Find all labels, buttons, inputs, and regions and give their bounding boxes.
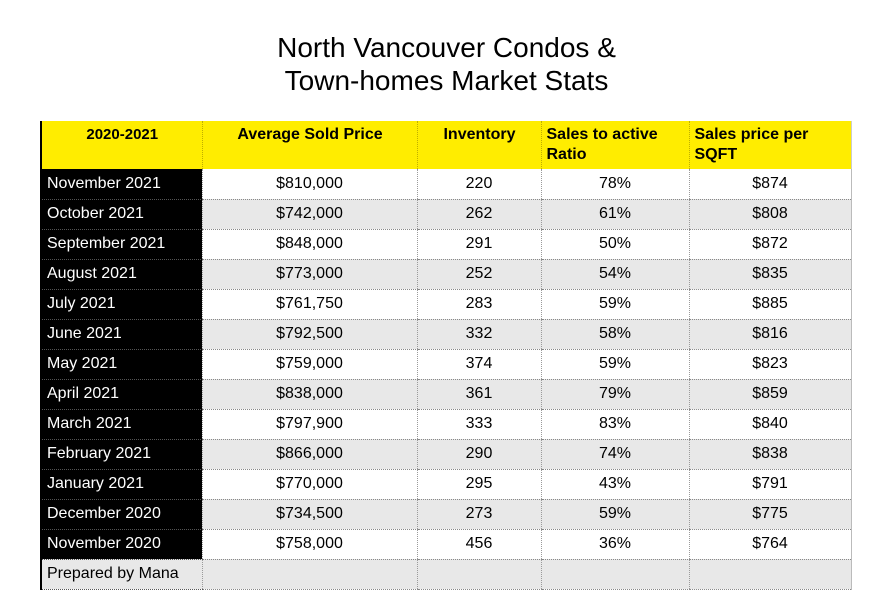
- page-title-line-2: Town-homes Market Stats: [284, 65, 609, 96]
- cell-month: November 2020: [40, 529, 202, 560]
- cell-month: July 2021: [40, 289, 202, 320]
- cell-sales-to-active-ratio: 83%: [540, 409, 689, 440]
- cell-sales-to-active-ratio: 59%: [540, 289, 689, 320]
- header-inventory: Inventory: [416, 121, 541, 169]
- cell-average-sold-price: $742,000: [201, 199, 417, 230]
- cell-month: February 2021: [40, 439, 202, 470]
- cell-inventory: 220: [416, 169, 541, 200]
- table-row: March 2021 $797,900 333 83% $840: [40, 409, 852, 440]
- cell-inventory: 252: [416, 259, 541, 290]
- empty-cell: [201, 559, 417, 590]
- cell-price-per-sqft: $775: [688, 499, 852, 530]
- cell-price-per-sqft: $835: [688, 259, 852, 290]
- table-row: January 2021 $770,000 295 43% $791: [40, 469, 852, 500]
- cell-month: March 2021: [40, 409, 202, 440]
- cell-average-sold-price: $759,000: [201, 349, 417, 380]
- cell-price-per-sqft: $764: [688, 529, 852, 560]
- cell-month: November 2021: [40, 169, 202, 200]
- cell-inventory: 332: [416, 319, 541, 350]
- cell-average-sold-price: $810,000: [201, 169, 417, 200]
- cell-month: April 2021: [40, 379, 202, 410]
- table-row: June 2021 $792,500 332 58% $816: [40, 319, 852, 350]
- cell-price-per-sqft: $885: [688, 289, 852, 320]
- cell-sales-to-active-ratio: 78%: [540, 169, 689, 200]
- prepared-by-label: Prepared by Mana: [40, 559, 202, 590]
- cell-inventory: 456: [416, 529, 541, 560]
- header-sales-price-per-sqft: Sales price per SQFT: [688, 121, 852, 169]
- cell-price-per-sqft: $791: [688, 469, 852, 500]
- table-row: September 2021 $848,000 291 50% $872: [40, 229, 852, 260]
- cell-inventory: 333: [416, 409, 541, 440]
- header-period: 2020-2021: [40, 121, 202, 169]
- cell-sales-to-active-ratio: 36%: [540, 529, 689, 560]
- cell-month: August 2021: [40, 259, 202, 290]
- cell-month: May 2021: [40, 349, 202, 380]
- header-average-sold-price: Average Sold Price: [201, 121, 417, 169]
- cell-average-sold-price: $758,000: [201, 529, 417, 560]
- table-row: October 2021 $742,000 262 61% $808: [40, 199, 852, 230]
- cell-inventory: 283: [416, 289, 541, 320]
- cell-month: October 2021: [40, 199, 202, 230]
- table-footer-row: Prepared by Mana: [40, 559, 852, 590]
- cell-month: December 2020: [40, 499, 202, 530]
- cell-inventory: 374: [416, 349, 541, 380]
- cell-price-per-sqft: $823: [688, 349, 852, 380]
- cell-price-per-sqft: $840: [688, 409, 852, 440]
- cell-average-sold-price: $797,900: [201, 409, 417, 440]
- cell-month: January 2021: [40, 469, 202, 500]
- cell-inventory: 361: [416, 379, 541, 410]
- table-row: November 2021 $810,000 220 78% $874: [40, 169, 852, 200]
- page-title-line-1: North Vancouver Condos &: [277, 32, 616, 63]
- cell-average-sold-price: $773,000: [201, 259, 417, 290]
- cell-price-per-sqft: $872: [688, 229, 852, 260]
- table-header-row: 2020-2021 Average Sold Price Inventory S…: [40, 121, 852, 169]
- cell-inventory: 273: [416, 499, 541, 530]
- cell-inventory: 290: [416, 439, 541, 470]
- cell-average-sold-price: $761,750: [201, 289, 417, 320]
- table-row: August 2021 $773,000 252 54% $835: [40, 259, 852, 290]
- cell-sales-to-active-ratio: 59%: [540, 499, 689, 530]
- cell-sales-to-active-ratio: 61%: [540, 199, 689, 230]
- table-row: July 2021 $761,750 283 59% $885: [40, 289, 852, 320]
- cell-price-per-sqft: $816: [688, 319, 852, 350]
- cell-inventory: 291: [416, 229, 541, 260]
- cell-average-sold-price: $792,500: [201, 319, 417, 350]
- market-stats-table: 2020-2021 Average Sold Price Inventory S…: [40, 121, 852, 590]
- cell-average-sold-price: $838,000: [201, 379, 417, 410]
- cell-price-per-sqft: $838: [688, 439, 852, 470]
- cell-sales-to-active-ratio: 79%: [540, 379, 689, 410]
- cell-sales-to-active-ratio: 50%: [540, 229, 689, 260]
- cell-sales-to-active-ratio: 59%: [540, 349, 689, 380]
- empty-cell: [416, 559, 541, 590]
- cell-average-sold-price: $734,500: [201, 499, 417, 530]
- empty-cell: [540, 559, 689, 590]
- header-sales-to-active-ratio: Sales to active Ratio: [540, 121, 689, 169]
- cell-price-per-sqft: $859: [688, 379, 852, 410]
- cell-sales-to-active-ratio: 58%: [540, 319, 689, 350]
- cell-month: June 2021: [40, 319, 202, 350]
- table-row: April 2021 $838,000 361 79% $859: [40, 379, 852, 410]
- cell-average-sold-price: $848,000: [201, 229, 417, 260]
- cell-sales-to-active-ratio: 43%: [540, 469, 689, 500]
- table-row: December 2020 $734,500 273 59% $775: [40, 499, 852, 530]
- table-row: May 2021 $759,000 374 59% $823: [40, 349, 852, 380]
- empty-cell: [688, 559, 852, 590]
- cell-inventory: 295: [416, 469, 541, 500]
- cell-sales-to-active-ratio: 54%: [540, 259, 689, 290]
- table-row: February 2021 $866,000 290 74% $838: [40, 439, 852, 470]
- cell-average-sold-price: $770,000: [201, 469, 417, 500]
- cell-average-sold-price: $866,000: [201, 439, 417, 470]
- cell-price-per-sqft: $808: [688, 199, 852, 230]
- cell-price-per-sqft: $874: [688, 169, 852, 200]
- cell-month: September 2021: [40, 229, 202, 260]
- table-row: November 2020 $758,000 456 36% $764: [40, 529, 852, 560]
- cell-inventory: 262: [416, 199, 541, 230]
- cell-sales-to-active-ratio: 74%: [540, 439, 689, 470]
